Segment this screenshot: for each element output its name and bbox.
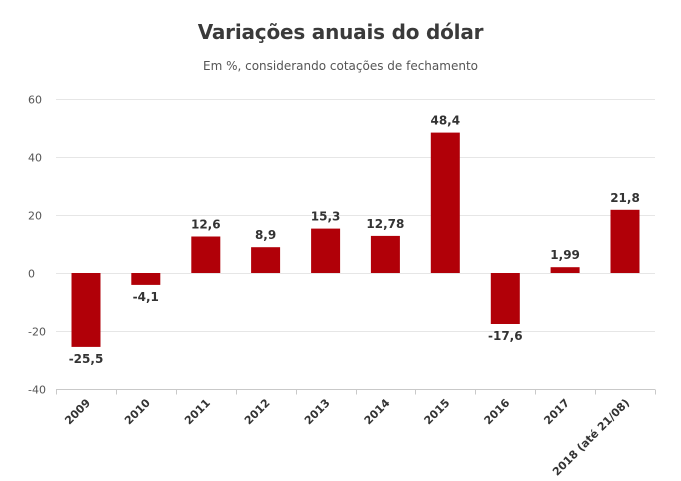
data-label: 21,8 — [610, 191, 640, 205]
bar-2014 — [370, 235, 400, 273]
data-label: 12,78 — [366, 217, 404, 231]
bar-2016 — [490, 273, 520, 324]
y-tick-label: -40 — [28, 384, 46, 397]
x-tick-label: 2011 — [182, 396, 213, 427]
chart-subtitle: Em %, considerando cotações de fechament… — [202, 59, 478, 73]
bar-2018 — [610, 209, 640, 273]
y-tick-label: 0 — [28, 268, 35, 281]
data-label: -17,6 — [488, 329, 523, 343]
data-label: 12,6 — [191, 218, 221, 232]
data-label: -25,5 — [69, 352, 104, 366]
bar-2013 — [311, 228, 341, 273]
data-label: 48,4 — [430, 114, 460, 128]
bar-2012 — [251, 247, 281, 273]
y-tick-label: 20 — [28, 210, 42, 223]
x-tick-label: 2013 — [302, 396, 333, 427]
bar-2009 — [71, 273, 101, 347]
y-tick-label: -20 — [28, 326, 46, 339]
data-label: 1,99 — [550, 248, 580, 262]
y-tick-label: 40 — [28, 152, 42, 165]
data-label: 15,3 — [311, 210, 341, 224]
bar-2011 — [191, 236, 221, 273]
x-tick-label: 2012 — [242, 396, 273, 427]
bar-2017 — [550, 267, 580, 273]
x-tick-label: 2016 — [482, 396, 513, 427]
y-tick-label: 60 — [28, 94, 42, 107]
x-tick-label: 2014 — [362, 396, 393, 427]
chart-title: Variações anuais do dólar — [197, 20, 484, 44]
x-tick-label: 2017 — [541, 396, 572, 427]
data-label: -4,1 — [133, 290, 159, 304]
bar-2010 — [131, 273, 161, 285]
x-tick-label: 2010 — [122, 396, 153, 427]
x-tick-label: 2009 — [62, 396, 93, 427]
bar-2015 — [430, 132, 460, 273]
x-tick-label: 2015 — [422, 396, 453, 427]
data-label: 8,9 — [255, 228, 276, 242]
